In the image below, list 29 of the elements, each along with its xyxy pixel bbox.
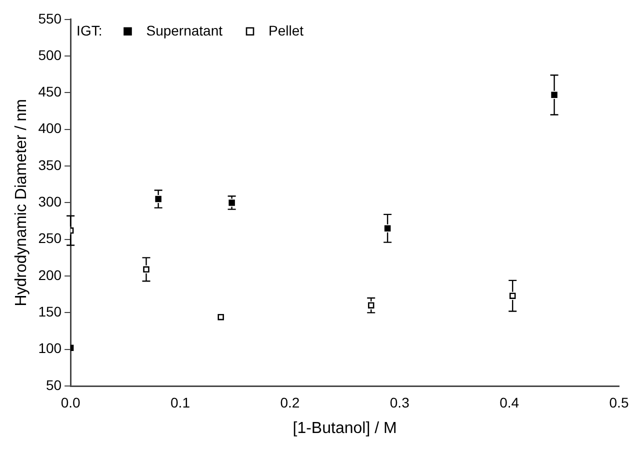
legend-title: IGT:	[76, 22, 102, 38]
x-tick-label: 0.2	[280, 394, 300, 410]
y-tick-label: 500	[38, 46, 62, 63]
point	[218, 314, 224, 320]
y-tick-label: 150	[38, 304, 62, 320]
x-tick-label: 0.3	[390, 394, 410, 410]
point	[384, 225, 391, 232]
y-tick-label: 250	[38, 230, 62, 246]
x-tick-label: 0.1	[170, 394, 190, 410]
point	[551, 92, 558, 98]
legend-label: Supernatant	[146, 22, 223, 38]
point	[368, 302, 374, 308]
legend-label: Pellet	[268, 22, 304, 38]
text: 0.0	[60, 394, 80, 410]
y-tick-label: 300	[38, 194, 62, 210]
x-axis-title: [1-Butanol] / M	[292, 420, 397, 437]
point	[509, 292, 516, 299]
point	[143, 266, 150, 273]
y-tick-label: 450	[38, 84, 62, 100]
y-tick-label: 550	[38, 10, 62, 26]
x-tick-label: 0.5	[609, 394, 629, 410]
y-tick-label: 100	[38, 340, 62, 356]
y-tick-label: 400	[38, 120, 62, 136]
point	[155, 196, 162, 202]
y-tick-label: 350	[38, 156, 62, 173]
y-tick-label: 200	[38, 266, 62, 283]
x-tick-label: 0.4	[500, 394, 520, 410]
y-tick-label: 50	[46, 376, 62, 393]
y-axis-title: Hydrodynamic Diameter / nm	[13, 99, 30, 306]
